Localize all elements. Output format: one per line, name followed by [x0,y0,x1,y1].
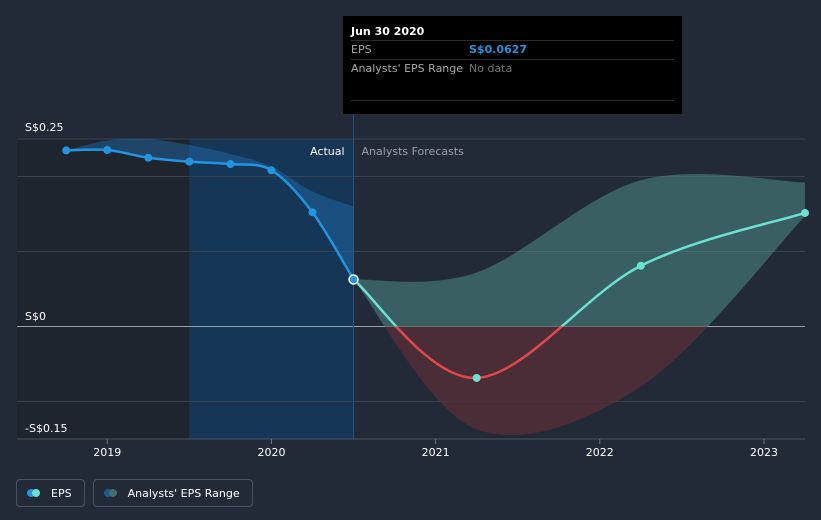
eps-latest-point [348,274,359,285]
eps-actual-point [144,153,153,162]
tooltip-range-row: Analysts' EPS Range No data [351,59,674,78]
legend-eps-label: EPS [51,486,72,500]
eps-forecast-line-negative [394,326,564,380]
eps-actual-point [308,208,317,217]
actual-region-label: Actual [310,145,344,158]
forecast-region-label: Analysts Forecasts [362,145,465,158]
eps-actual-point [267,166,276,175]
eps-actual-point [62,146,71,155]
y-tick-label: S$0 [25,310,46,323]
legend-item-eps[interactable]: EPS [16,479,85,507]
actual-range-area [66,138,354,280]
eps-swatch-dot-secondary [32,489,40,497]
chart-labels: S$0.25 S$0 -S$0.15 2019 2020 2021 2022 2023 Actu… [25,121,778,459]
range-swatch-dot-primary [103,489,112,497]
y-tick-label: -S$0.15 [25,422,67,435]
range-swatch-dot-secondary [108,489,117,497]
tooltip-eps-label: EPS [351,43,372,56]
chart-legend: EPS Analysts' EPS Range [16,479,253,507]
eps-actual-point [185,157,194,166]
eps-actual-point [103,146,112,155]
tooltip-range-value: No data [469,62,513,75]
hover-tooltip: Jun 30 2020 EPS S$0.0627 Analysts' EPS R… [343,16,682,114]
x-tick-label: 2022 [586,446,614,459]
eps-swatch-dot-primary [27,489,35,497]
eps-forecast-line-positive [352,211,806,327]
eps-forecast-point [472,373,481,382]
x-tick-label: 2020 [257,446,285,459]
x-tick-label: 2019 [93,446,121,459]
tooltip-range-label: Analysts' EPS Range [351,62,464,75]
chart-data-points [62,146,809,382]
tooltip-divider [351,100,674,101]
forecast-range-area-positive [353,174,805,327]
legend-item-eps-range[interactable]: Analysts' EPS Range [92,479,253,507]
past-band-dark [17,139,190,439]
range-swatch-icon [103,489,120,497]
y-tick-label: S$0.25 [25,121,63,134]
past-band-highlight [189,139,354,439]
x-tick-label: 2021 [422,446,450,459]
tooltip-eps-value: S$0.0627 [469,43,528,56]
eps-actual-point [226,160,235,169]
eps-swatch-icon [27,489,43,497]
eps-chart: S$0.25 S$0 -S$0.15 2019 2020 2021 2022 2023 Actu… [17,112,809,459]
chart-background-bands [17,139,354,439]
tooltip-eps-row: EPS S$0.0627 [351,40,674,59]
eps-forecast-point [636,261,645,270]
legend-range-label: Analysts' EPS Range [127,486,240,500]
chart-range-areas [66,138,805,436]
x-tick-label: 2023 [750,446,778,459]
forecast-range-area-negative [384,326,708,436]
eps-forecast-point [801,208,809,217]
tooltip-date: Jun 30 2020 [351,25,425,38]
